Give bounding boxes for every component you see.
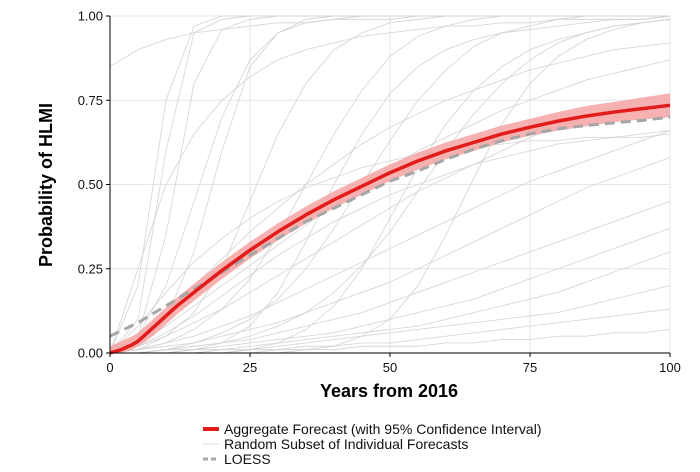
legend: Aggregate Forecast (with 95% Confidence … — [203, 421, 542, 467]
confidence-interval-band — [110, 93, 670, 353]
legend-label: Random Subset of Individual Forecasts — [224, 436, 468, 452]
aggregate-layer — [109, 103, 671, 355]
y-tick-label: 0.25 — [78, 261, 103, 276]
individual-forecast-line — [110, 251, 671, 354]
individual-forecast-line — [109, 157, 671, 354]
x-tick-label: 100 — [659, 360, 681, 375]
legend-label: Aggregate Forecast (with 95% Confidence … — [224, 421, 542, 437]
legend-label: LOESS — [224, 451, 271, 467]
axes-layer: 0 25 50 75 100 0.00 0.25 0.50 0.75 1.00 — [78, 9, 681, 376]
individual-forecast-line — [109, 130, 671, 354]
x-tick-label: 75 — [523, 360, 537, 375]
y-tick-label: 1.00 — [78, 9, 103, 24]
individual-forecast-line — [109, 15, 670, 67]
individual-forecast-line — [110, 15, 671, 354]
individual-forecast-line — [110, 15, 670, 354]
individual-forecast-line — [109, 133, 671, 354]
individual-forecast-line — [110, 200, 671, 354]
loess-layer — [109, 115, 671, 338]
individual-forecast-line — [110, 285, 671, 354]
y-axis-title: Probability of HLMI — [36, 103, 56, 267]
x-tick-label: 25 — [243, 360, 257, 375]
loess-line — [109, 115, 671, 338]
x-tick-label: 0 — [106, 360, 113, 375]
individual-forecast-line — [109, 42, 671, 354]
x-tick-label: 50 — [383, 360, 397, 375]
individual-forecast-line — [109, 130, 671, 354]
x-axis-title: Years from 2016 — [320, 381, 458, 401]
y-tick-label: 0.75 — [78, 93, 103, 108]
individual-forecast-line — [109, 15, 671, 354]
y-tick-label: 0.50 — [78, 177, 103, 192]
confidence-band-layer — [110, 93, 670, 353]
aggregate-forecast-line — [109, 103, 671, 355]
y-tick-label: 0.00 — [78, 346, 103, 361]
